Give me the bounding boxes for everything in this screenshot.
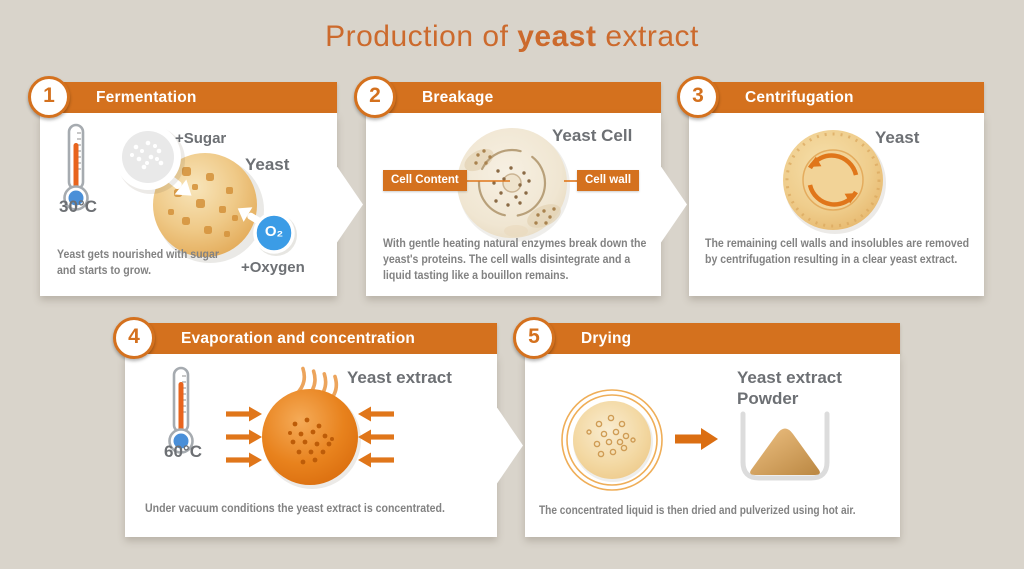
step-body: Yeast extract Powder The concentrated li…	[525, 354, 900, 537]
o2-label: O₂	[264, 223, 284, 240]
yeast-label: Yeast	[875, 128, 920, 147]
step-caption: The remaining cell walls and insolubles …	[705, 236, 970, 267]
yeast-label: Yeast	[245, 155, 290, 174]
sugar-label: +Sugar	[175, 130, 227, 147]
yeast-extract-sphere-icon	[262, 389, 358, 485]
step-body: O₂ +Sugar Yeast +Oxygen 30°C Yeast gets …	[40, 113, 363, 296]
step-body: Yeast The remaining cell walls and insol…	[689, 113, 984, 296]
temperature-label: 60°C	[164, 442, 202, 461]
step-caption: The concentrated liquid is then dried an…	[539, 505, 856, 517]
thermometer-icon	[168, 366, 194, 454]
flow-arrow-icon	[337, 166, 363, 243]
cell-wall-badge: Cell wall	[577, 170, 640, 191]
step-number-badge: 1	[28, 76, 70, 118]
step-caption: Yeast gets nourished with sugar and star…	[57, 247, 219, 278]
pressure-arrows-icon	[226, 406, 394, 468]
step-caption: With gentle heating natural enzymes brea…	[383, 236, 647, 283]
title-bold-word: yeast	[517, 20, 597, 53]
title-prefix: Production of	[325, 20, 518, 53]
oxygen-label: +Oxygen	[241, 259, 305, 276]
step-header: Fermentation	[54, 82, 337, 113]
step-number-badge: 4	[113, 317, 155, 359]
flow-arrow-icon	[497, 407, 523, 484]
flow-arrow-icon	[661, 166, 687, 243]
step-caption: Under vacuum conditions the yeast extrac…	[145, 501, 445, 515]
thermometer-icon	[63, 123, 89, 211]
yeast-cell-label: Yeast Cell	[552, 126, 633, 145]
step-panel-evaporation: 4 Evaporation and concentration	[113, 317, 523, 537]
step-header: Centrifugation	[703, 82, 984, 113]
powder-label: Yeast extract Powder	[737, 367, 842, 409]
cell-content-badge: Cell Content	[383, 170, 467, 191]
yeast-extract-label: Yeast extract	[347, 368, 452, 387]
dried-extract-icon	[561, 389, 663, 491]
powder-label-line2: Powder	[737, 389, 799, 408]
powder-pile-icon	[750, 428, 820, 475]
sugar-icon	[115, 124, 185, 194]
page-title: Production of yeast extract	[0, 20, 1024, 54]
oxygen-icon	[253, 212, 297, 256]
step-panel-fermentation: 1 Fermentation	[28, 76, 363, 296]
step-panel-breakage: 2 Breakage	[354, 76, 687, 296]
title-suffix: extract	[596, 20, 699, 53]
step-number-badge: 3	[677, 76, 719, 118]
step-panel-centrifugation: 3 Centrifugation	[677, 76, 984, 296]
evaporation-illustration	[168, 366, 394, 489]
temperature-label: 30°C	[59, 197, 97, 216]
powder-container-icon	[740, 411, 830, 481]
step-panel-drying: 5 Drying	[513, 317, 900, 537]
step-number-badge: 5	[513, 317, 555, 359]
step-header: Drying	[539, 323, 900, 354]
step-header: Breakage	[380, 82, 661, 113]
powder-label-line1: Yeast extract	[737, 368, 842, 387]
step-header: Evaporation and concentration	[139, 323, 497, 354]
yeast-cell-illustration	[457, 128, 579, 242]
step-number-badge: 2	[354, 76, 396, 118]
drying-illustration	[561, 389, 830, 491]
centrifugation-illustration	[783, 130, 886, 234]
step-body: Yeast Cell Cell Content Cell wall With g…	[366, 113, 687, 296]
arrow-to-powder-icon	[675, 428, 718, 450]
step-body: Yeast extract 60°C Under vacuum conditio…	[125, 354, 523, 537]
fermentation-illustration	[63, 123, 297, 263]
